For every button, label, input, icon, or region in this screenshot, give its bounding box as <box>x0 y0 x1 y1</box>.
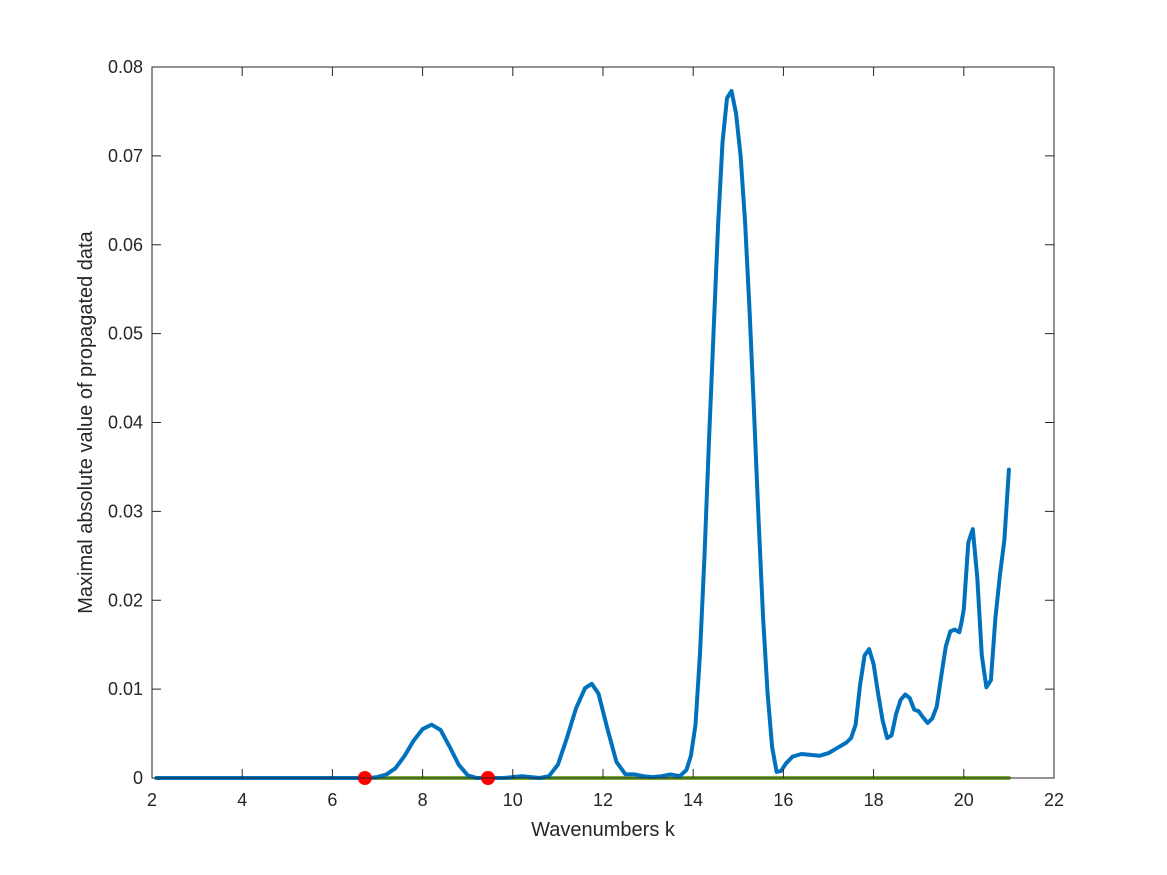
x-tick-label: 6 <box>327 790 337 810</box>
x-tick-label: 8 <box>418 790 428 810</box>
x-tick-label: 2 <box>147 790 157 810</box>
x-tick-label: 16 <box>773 790 793 810</box>
x-tick-labels: 2 4 6 8 10 12 14 16 18 20 22 <box>147 790 1064 810</box>
x-tick-label: 14 <box>683 790 703 810</box>
x-tick-label: 4 <box>237 790 247 810</box>
x-axis-title: Wavenumbers k <box>531 819 676 841</box>
x-tick-label: 20 <box>954 790 974 810</box>
y-tick-label: 0.03 <box>108 501 143 521</box>
y-tick-label: 0.05 <box>108 324 143 344</box>
y-tick-label: 0.04 <box>108 413 143 433</box>
y-tick-label: 0 <box>133 768 143 788</box>
x-tick-label: 10 <box>503 790 523 810</box>
x-tick-label: 22 <box>1044 790 1064 810</box>
y-tick-label: 0.01 <box>108 679 143 699</box>
y-tick-label: 0.07 <box>108 146 143 166</box>
y-tick-label: 0.06 <box>108 235 143 255</box>
y-tick-labels: 0 0.01 0.02 0.03 0.04 0.05 0.06 0.07 0.08 <box>108 57 143 788</box>
x-tick-label: 18 <box>864 790 884 810</box>
axes-box <box>151 66 1055 779</box>
y-tick-label: 0.02 <box>108 590 143 610</box>
y-axis-title: Maximal absolute value of propagated dat… <box>75 230 97 613</box>
x-tick-label: 12 <box>593 790 613 810</box>
y-tick-label: 0.08 <box>108 57 143 77</box>
